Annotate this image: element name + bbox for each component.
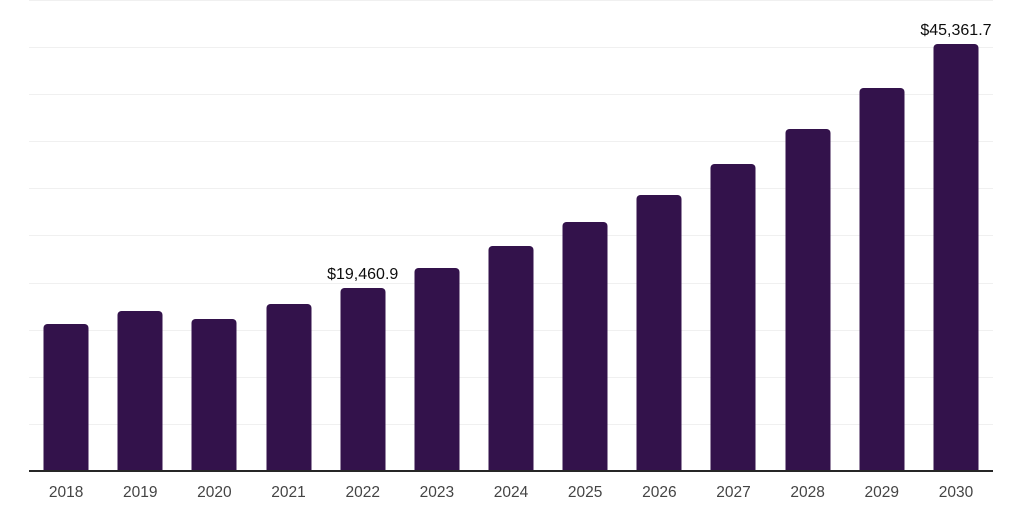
bar-2028[interactable] [785, 129, 831, 471]
bar-2030[interactable] [933, 43, 979, 471]
gridline [29, 0, 993, 1]
x-tick-2023: 2023 [419, 484, 455, 501]
x-tick-2021: 2021 [271, 484, 306, 501]
bar-2023[interactable] [414, 267, 460, 471]
bar-2027[interactable] [710, 163, 756, 471]
bar-2018[interactable] [43, 324, 89, 471]
bar-slot-2020 [177, 0, 251, 471]
data-label-2030: $45,361.7 [920, 21, 992, 39]
gridline [29, 235, 993, 236]
x-tick-2022: 2022 [345, 484, 380, 501]
bar-slot-2019 [103, 0, 177, 471]
x-axis-labels: 2018 2019 2020 2021 2022 2023 2024 2025 2026 2027… [29, 484, 993, 502]
bar-slot-2030: $45,361.7 [919, 0, 993, 471]
x-tick-2027: 2027 [716, 484, 751, 501]
x-tick-2020: 2020 [197, 484, 232, 501]
bar-slot-2023 [400, 0, 474, 471]
plot-area: $19,460.9 $45,361.7 [29, 0, 993, 472]
bar-slot-2021 [251, 0, 325, 471]
x-tick-2030: 2030 [938, 484, 974, 501]
x-tick-2029: 2029 [864, 484, 900, 501]
bar-2026[interactable] [636, 195, 682, 471]
x-tick-2024: 2024 [493, 484, 529, 501]
bar-2019[interactable] [117, 310, 163, 471]
bar-slot-2026 [622, 0, 696, 471]
bar-slot-2029 [845, 0, 919, 471]
bar-slot-2024 [474, 0, 548, 471]
x-tick-2026: 2026 [642, 484, 677, 501]
bar-slot-2028 [771, 0, 845, 471]
gridline [29, 47, 993, 48]
bar-2021[interactable] [266, 304, 312, 471]
data-label-2022: $19,460.9 [327, 265, 399, 283]
bar-2020[interactable] [191, 319, 237, 471]
x-tick-2018: 2018 [48, 484, 84, 501]
x-tick-2028: 2028 [790, 484, 825, 501]
gridline [29, 94, 993, 95]
x-tick-2019: 2019 [122, 484, 158, 501]
x-tick-2025: 2025 [567, 484, 603, 501]
bar-slot-2022: $19,460.9 [326, 0, 400, 471]
bar-slot-2018 [29, 0, 103, 471]
bar-slot-2027 [696, 0, 770, 471]
bar-2029[interactable] [859, 88, 905, 471]
bars-container: $19,460.9 $45,361.7 [29, 0, 993, 471]
gridline [29, 141, 993, 142]
x-axis-line [29, 470, 993, 472]
bar-slot-2025 [548, 0, 622, 471]
gridline [29, 188, 993, 189]
bar-2024[interactable] [488, 245, 534, 471]
bar-2025[interactable] [562, 221, 608, 471]
bar-2022[interactable] [340, 287, 386, 471]
